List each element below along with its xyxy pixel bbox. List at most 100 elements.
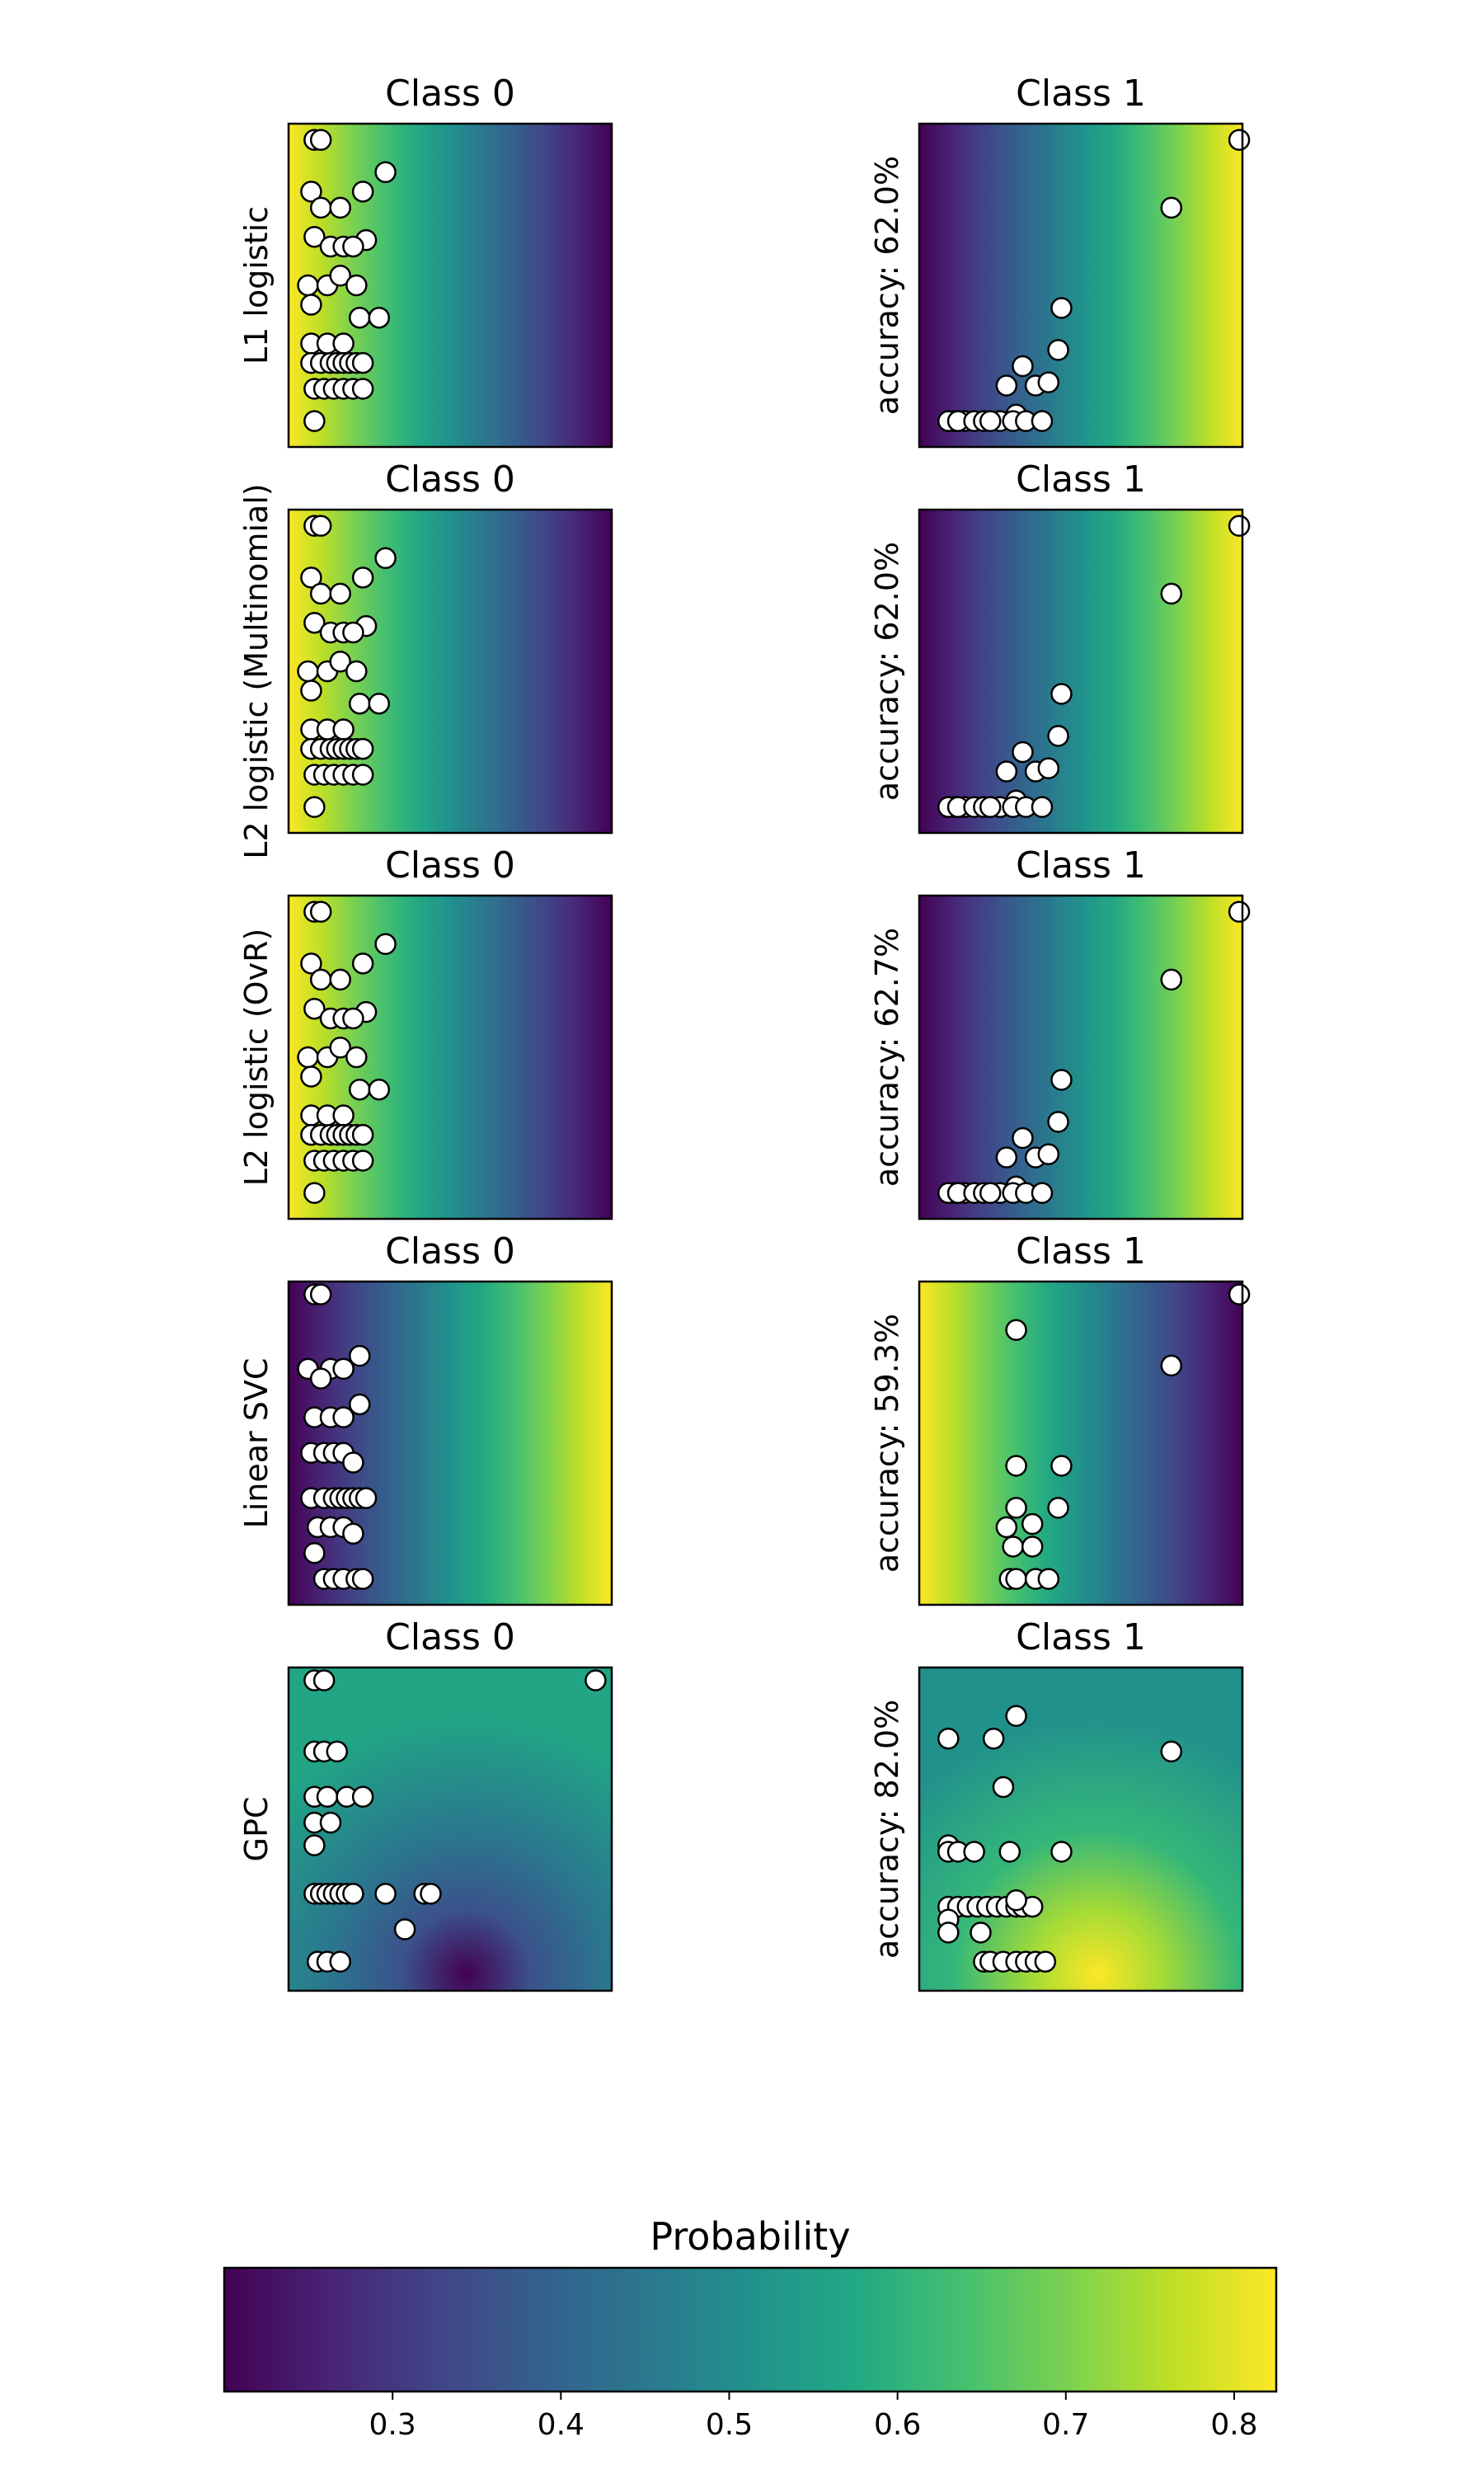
- data-point: [393, 1918, 416, 1940]
- data-point: [374, 1883, 397, 1905]
- data-point: [309, 129, 332, 151]
- panel-title: Class 0: [385, 73, 515, 115]
- data-point: [995, 760, 1018, 783]
- data-point: [297, 660, 319, 683]
- data-point: [319, 1811, 342, 1834]
- data-point: [374, 161, 397, 184]
- data-point: [297, 274, 319, 297]
- panels-grid: Class 0 L1 logistic Class 1 accuracy: 62.0%…: [238, 73, 1251, 1992]
- data-point: [1005, 1568, 1027, 1590]
- data-point: [368, 1078, 391, 1101]
- panel-r3-c1: Class 1 accuracy: 59.3%: [869, 1230, 1251, 1606]
- data-point: [1160, 1354, 1183, 1377]
- accuracy-label: accuracy: 62.0%: [869, 156, 905, 415]
- panel-title: Class 0: [385, 1230, 515, 1272]
- data-point: [368, 306, 391, 329]
- data-point: [303, 1834, 326, 1856]
- data-point: [1005, 1705, 1027, 1728]
- axes-frame: [918, 1666, 1244, 1992]
- panel-title: Class 1: [1016, 1230, 1146, 1272]
- panel-title: Class 1: [1016, 459, 1146, 501]
- data-point: [342, 1522, 364, 1545]
- data-point: [1050, 1455, 1073, 1477]
- data-point: [312, 1669, 336, 1691]
- data-point: [995, 1516, 1018, 1539]
- heatmap: [289, 1667, 612, 1991]
- data-point: [1031, 1182, 1054, 1204]
- data-point: [1012, 1126, 1034, 1150]
- colorbar-tick-label: 0.3: [369, 2408, 416, 2442]
- data-point: [309, 1367, 332, 1390]
- data-point: [332, 332, 355, 355]
- data-point: [300, 567, 322, 589]
- data-point: [351, 952, 374, 975]
- panel-r2-c0: Class 0 L2 logistic (OvR): [238, 844, 613, 1221]
- data-point: [992, 1776, 1015, 1799]
- data-point: [303, 1182, 326, 1204]
- data-point: [332, 1357, 355, 1380]
- data-point: [342, 1007, 364, 1030]
- data-point: [1012, 741, 1034, 764]
- accuracy-label: accuracy: 62.0%: [869, 542, 905, 801]
- data-point: [1012, 355, 1034, 378]
- data-point: [316, 1785, 339, 1808]
- data-point: [309, 582, 332, 605]
- data-point: [995, 374, 1018, 397]
- data-point: [329, 968, 351, 991]
- data-point: [1160, 582, 1183, 605]
- axes-frame: [918, 508, 1244, 835]
- data-point: [342, 1451, 364, 1474]
- data-point: [303, 611, 326, 634]
- model-label: Linear SVC: [238, 1358, 275, 1529]
- data-point: [329, 264, 351, 287]
- axes-frame: [287, 1666, 613, 1992]
- colorbar: Probability 0.3 0.4 0.5 0.6 0.7 0.8: [223, 2214, 1278, 2442]
- data-point: [332, 718, 355, 741]
- model-label: L2 logistic (OvR): [238, 929, 275, 1187]
- data-point: [309, 901, 332, 923]
- data-point: [1005, 1888, 1027, 1912]
- heatmap: [919, 896, 1242, 1219]
- colorbar-tick-label: 0.7: [1042, 2408, 1089, 2442]
- data-point: [979, 1182, 1002, 1204]
- data-point: [963, 1841, 985, 1863]
- data-point: [351, 737, 374, 760]
- panel-r4-c0: Class 0 GPC: [238, 1616, 613, 1992]
- data-point: [1037, 371, 1060, 393]
- axes-frame: [918, 894, 1244, 1221]
- model-label: L2 logistic (Multinomial): [238, 483, 275, 858]
- data-point: [345, 274, 368, 297]
- data-point: [309, 196, 332, 219]
- data-point: [1228, 515, 1251, 537]
- panel-title: Class 1: [1016, 1616, 1146, 1658]
- data-point: [342, 621, 364, 644]
- data-point: [1228, 901, 1251, 923]
- model-label: GPC: [238, 1797, 275, 1862]
- data-point: [1050, 297, 1073, 319]
- data-point: [1160, 196, 1183, 219]
- axes-frame: [287, 1280, 613, 1606]
- panel-title: Class 0: [385, 844, 515, 887]
- colorbar-tick-label: 0.6: [874, 2408, 921, 2442]
- panel-title: Class 0: [385, 1616, 515, 1658]
- data-point: [1031, 796, 1054, 818]
- data-point: [1037, 1568, 1060, 1590]
- data-point: [979, 796, 1002, 818]
- data-point: [1037, 1143, 1060, 1165]
- data-point: [342, 235, 364, 258]
- data-point: [345, 660, 368, 683]
- panel-title: Class 0: [385, 459, 515, 501]
- data-point: [332, 1406, 355, 1428]
- data-point: [1031, 410, 1054, 432]
- data-point: [998, 1841, 1021, 1863]
- panel-title: Class 1: [1016, 73, 1146, 115]
- data-point: [1047, 1497, 1069, 1519]
- accuracy-label: accuracy: 82.0%: [869, 1700, 905, 1959]
- heatmap: [919, 1667, 1242, 1991]
- data-point: [995, 1146, 1018, 1169]
- data-point: [329, 1036, 351, 1059]
- data-point: [351, 378, 374, 400]
- data-point: [937, 1727, 960, 1750]
- accuracy-label: accuracy: 59.3%: [869, 1314, 905, 1573]
